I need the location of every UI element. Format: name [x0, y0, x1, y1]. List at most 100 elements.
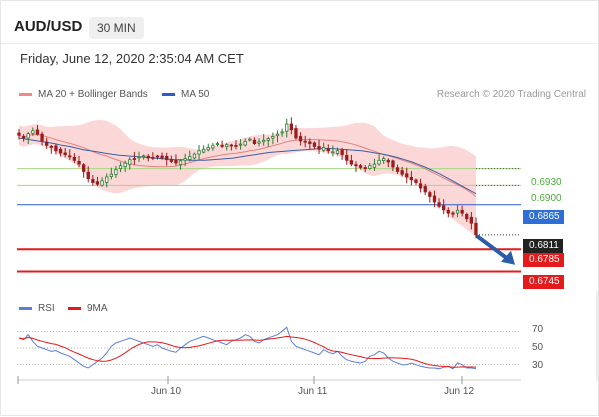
- candle-body: [68, 155, 72, 158]
- candle-body: [95, 181, 100, 185]
- candle-body: [86, 171, 90, 180]
- candle-body: [266, 138, 270, 141]
- candle-body: [409, 176, 414, 181]
- candle-body: [474, 222, 478, 236]
- candle-body: [331, 151, 335, 154]
- legend-rsi-ma-label: 9MA: [87, 303, 108, 314]
- candle-body: [358, 165, 363, 168]
- candle-body: [257, 141, 261, 144]
- candle-body: [49, 145, 53, 148]
- bollinger-swatch-icon: [19, 93, 32, 96]
- legend-bollinger-label: MA 20 + Bollinger Bands: [38, 89, 148, 100]
- candle-body: [146, 155, 150, 159]
- candle-body: [40, 133, 44, 142]
- candle-body: [201, 148, 206, 153]
- candle-body: [220, 144, 224, 147]
- timeframe-badge[interactable]: 30 MIN: [89, 17, 144, 39]
- candle-body: [169, 158, 174, 162]
- candle-body: [197, 150, 201, 155]
- candle-body: [141, 155, 146, 158]
- level-label-0745: 0.6745: [523, 275, 564, 289]
- candle-body: [229, 144, 234, 147]
- timestamp: Friday, June 12, 2020 2:35:04 AM CET: [20, 51, 244, 66]
- candle-body: [54, 145, 58, 152]
- candle-body: [155, 155, 160, 158]
- candle-body: [400, 170, 404, 175]
- candle-body: [82, 164, 86, 172]
- x-tick-jun10: Jun 10: [151, 386, 182, 397]
- candle-body: [91, 179, 95, 183]
- candle-body: [372, 163, 377, 168]
- candle-body: [275, 133, 280, 137]
- candle-body: [280, 131, 284, 134]
- candle-body: [215, 143, 220, 146]
- candle-body: [298, 136, 303, 142]
- candle-body: [455, 209, 460, 214]
- legend-ma50: MA 50: [162, 89, 209, 100]
- candle-body: [386, 159, 390, 163]
- candle-body: [188, 155, 192, 160]
- candle-body: [17, 132, 21, 136]
- candle-body: [183, 158, 187, 161]
- candle-body: [294, 128, 298, 139]
- candle-body: [21, 136, 26, 139]
- candle-body: [234, 144, 238, 147]
- candle-body: [123, 162, 127, 168]
- candle-body: [308, 141, 312, 144]
- candle-body: [381, 158, 386, 162]
- level-label-0785: 0.6785: [523, 253, 564, 267]
- candle-body: [395, 167, 400, 172]
- candle-body: [428, 192, 432, 197]
- ma20-line: [18, 133, 477, 198]
- candle-body: [26, 133, 30, 139]
- candle-body: [132, 158, 137, 160]
- candle-body: [437, 202, 441, 207]
- candle-body: [243, 140, 247, 146]
- candle-body: [248, 138, 252, 141]
- candle-body: [137, 156, 141, 159]
- candle-body: [465, 214, 469, 220]
- candle-body: [441, 205, 446, 211]
- rsi-ma-line: [18, 335, 477, 368]
- candle-body: [377, 159, 381, 165]
- candle-body: [335, 150, 340, 154]
- chart-header: AUD/USD 30 MIN: [1, 1, 598, 44]
- rsi-tick-70: 70: [532, 324, 544, 335]
- candle-body: [418, 183, 423, 189]
- forecast-arrowhead-icon: [501, 250, 515, 265]
- candle-body: [35, 129, 40, 135]
- candle-body: [469, 216, 474, 224]
- candle-body: [252, 139, 257, 144]
- rsi-swatch-icon: [19, 307, 32, 310]
- level-label-0900: 0.6900: [531, 193, 562, 204]
- candle-body: [317, 146, 321, 150]
- legend-rsi-ma: 9MA: [68, 303, 108, 314]
- rsi-ma-swatch-icon: [68, 307, 81, 310]
- candle-body: [446, 209, 450, 214]
- candle-body: [178, 160, 183, 166]
- candle-body: [363, 167, 367, 170]
- candle-body: [100, 180, 104, 186]
- candle-body: [289, 123, 294, 131]
- rsi-line: [18, 326, 477, 370]
- forecast-arrow-icon: [476, 234, 511, 262]
- candle-body: [312, 142, 317, 147]
- candle-body: [405, 173, 409, 178]
- candle-body: [63, 152, 67, 156]
- candle-body: [160, 155, 164, 159]
- candle-body: [77, 160, 81, 165]
- candle-body: [354, 164, 358, 167]
- legend-rsi: RSI: [19, 303, 55, 314]
- x-tick-jun12: Jun 12: [444, 386, 475, 397]
- rsi-tick-30: 30: [532, 360, 544, 371]
- bollinger-band: [19, 120, 476, 238]
- candle-body: [174, 159, 178, 164]
- candle-body: [368, 165, 372, 169]
- candle-body: [72, 156, 76, 161]
- candle-body: [261, 139, 266, 143]
- candle-body: [151, 156, 155, 159]
- candle-body: [423, 186, 427, 193]
- candle-body: [31, 130, 35, 134]
